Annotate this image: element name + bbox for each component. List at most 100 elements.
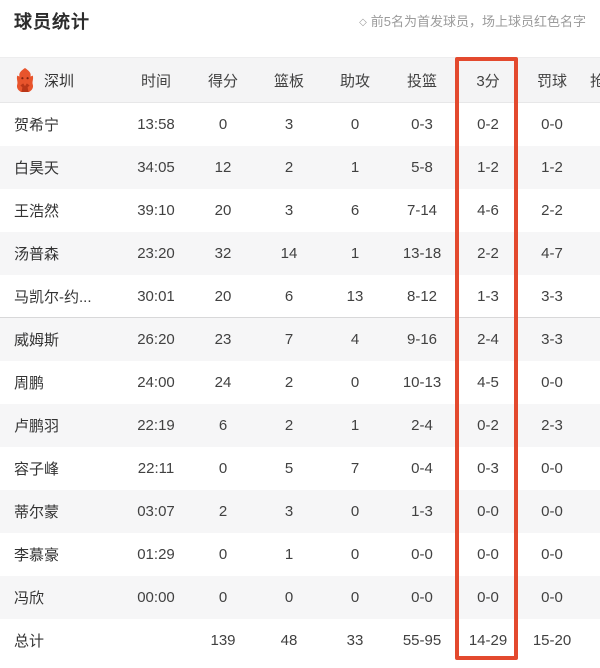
stat-time: 30:01 [137, 287, 175, 305]
table-row: 容子峰 22:11 0 5 7 0-4 0-3 0-0 [0, 447, 600, 490]
stat-time: 03:07 [137, 503, 175, 520]
stat-3pt: 14-29 [468, 632, 508, 649]
stat-assists: 1 [350, 417, 360, 434]
player-name: 蒂尔蒙 [14, 504, 60, 521]
stat-assists: 0 [350, 374, 360, 391]
stat-rebounds: 3 [284, 116, 294, 133]
table-header-row: 深圳 时间 得分 篮板 助攻 投篮 3分 罚球 抢断 [0, 57, 600, 103]
stat-time: 22:11 [137, 460, 175, 477]
stat-3pt: 2-2 [477, 245, 499, 262]
stat-rebounds: 2 [284, 159, 294, 176]
stat-fg: 0-0 [411, 546, 433, 563]
player-name: 白昊天 [14, 160, 60, 177]
table-row: 蒂尔蒙 03:07 2 3 0 1-3 0-0 0-0 [0, 490, 600, 533]
stat-assists: 7 [350, 460, 360, 477]
stat-assists: 1 [350, 245, 360, 262]
player-name: 王浩然 [14, 203, 60, 220]
stat-points: 0 [218, 546, 228, 563]
stat-rebounds: 5 [284, 460, 294, 477]
table-row: 李慕豪 01:29 0 1 0 0-0 0-0 0-0 [0, 533, 600, 576]
stat-time: 23:20 [137, 245, 175, 262]
stat-ft: 0-0 [541, 374, 563, 391]
table-row: 威姆斯 26:20 23 7 4 9-16 2-4 3-3 [0, 318, 600, 361]
stat-ft: 2-3 [541, 417, 563, 434]
stat-rebounds: 14 [280, 245, 298, 262]
stat-rebounds: 6 [284, 287, 294, 305]
stat-rebounds: 48 [280, 632, 298, 649]
table-row: 冯欣 00:00 0 0 0 0-0 0-0 0-0 [0, 576, 600, 619]
stat-points: 2 [218, 503, 228, 520]
player-name: 总计 [14, 633, 45, 650]
stat-assists: 0 [350, 116, 360, 133]
stat-rebounds: 0 [284, 589, 294, 606]
stat-3pt: 4-6 [477, 202, 499, 219]
stat-fg: 10-13 [402, 374, 442, 391]
team-name: 深圳 [44, 72, 75, 90]
stat-assists: 4 [350, 331, 360, 348]
stat-assists: 13 [346, 287, 364, 305]
table-total-row: 总计 139 48 33 55-95 14-29 15-20 [0, 619, 600, 662]
stat-3pt: 2-4 [477, 331, 499, 348]
stat-fg: 0-4 [411, 460, 433, 477]
stat-ft: 1-2 [541, 159, 563, 176]
stat-fg: 7-14 [406, 202, 438, 219]
stat-fg: 1-3 [411, 503, 433, 520]
stat-ft: 0-0 [541, 589, 563, 606]
col-header-fg: 投篮 [406, 72, 437, 90]
stat-ft: 3-3 [541, 287, 563, 305]
col-header-ft: 罚球 [536, 72, 567, 90]
stat-time: 13:58 [137, 116, 175, 133]
stat-3pt: 1-3 [477, 287, 499, 305]
stats-table[interactable]: 深圳 时间 得分 篮板 助攻 投篮 3分 罚球 抢断 贺希宁 13:58 0 3… [0, 57, 600, 662]
player-name: 容子峰 [14, 461, 60, 478]
stat-rebounds: 2 [284, 374, 294, 391]
col-header-time: 时间 [140, 72, 171, 90]
stat-time: 26:20 [137, 331, 175, 348]
player-name: 李慕豪 [14, 547, 60, 564]
stat-time: 22:19 [137, 417, 175, 434]
col-header-assists: 助攻 [339, 72, 370, 90]
player-name: 汤普森 [14, 246, 60, 263]
table-body: 贺希宁 13:58 0 3 0 0-3 0-2 0-0 白昊天 34:05 12… [0, 103, 600, 662]
col-header-3pt: 3分 [476, 72, 500, 90]
stat-points: 20 [214, 287, 232, 305]
stat-time: 00:00 [137, 589, 175, 606]
col-header-points: 得分 [207, 72, 238, 90]
table-row: 周鹏 24:00 24 2 0 10-13 4-5 0-0 [0, 361, 600, 404]
stat-assists: 1 [350, 159, 360, 176]
stat-time: 39:10 [137, 202, 175, 219]
stat-fg: 0-0 [411, 589, 433, 606]
stat-fg: 9-16 [406, 331, 438, 348]
stat-ft: 4-7 [541, 245, 563, 262]
table-row: 卢鹏羽 22:19 6 2 1 2-4 0-2 2-3 [0, 404, 600, 447]
stat-3pt: 4-5 [477, 374, 499, 391]
col-header-steals: 抢断 [590, 72, 600, 90]
player-name: 冯欣 [14, 590, 45, 607]
stat-points: 32 [214, 245, 232, 262]
stat-time: 01:29 [137, 546, 175, 563]
stat-fg: 8-12 [406, 287, 438, 305]
stat-points: 0 [218, 589, 228, 606]
table-row: 马凯尔-约... 30:01 20 6 13 8-12 1-3 3-3 [0, 275, 600, 318]
stat-assists: 0 [350, 589, 360, 606]
stat-time: 24:00 [137, 374, 175, 391]
stat-ft: 2-2 [541, 202, 563, 219]
stat-3pt: 0-0 [477, 589, 499, 606]
stat-fg: 2-4 [411, 417, 433, 434]
stat-assists: 0 [350, 546, 360, 563]
table-row: 贺希宁 13:58 0 3 0 0-3 0-2 0-0 [0, 103, 600, 146]
stat-3pt: 1-2 [477, 159, 499, 176]
stat-ft: 0-0 [541, 460, 563, 477]
stat-rebounds: 3 [284, 503, 294, 520]
stat-assists: 0 [350, 503, 360, 520]
team-header-cell: 深圳 [0, 67, 122, 93]
stat-fg: 55-95 [402, 632, 442, 649]
note-bullet-icon: ◇ [359, 17, 367, 28]
stat-fg: 0-3 [411, 116, 433, 133]
stat-3pt: 0-0 [477, 503, 499, 520]
stat-points: 24 [214, 374, 232, 391]
stat-assists: 33 [346, 632, 364, 649]
stat-points: 12 [214, 159, 232, 176]
note-text: 前5名为首发球员，场上球员红色名字 [370, 14, 586, 29]
stat-points: 23 [214, 331, 232, 348]
